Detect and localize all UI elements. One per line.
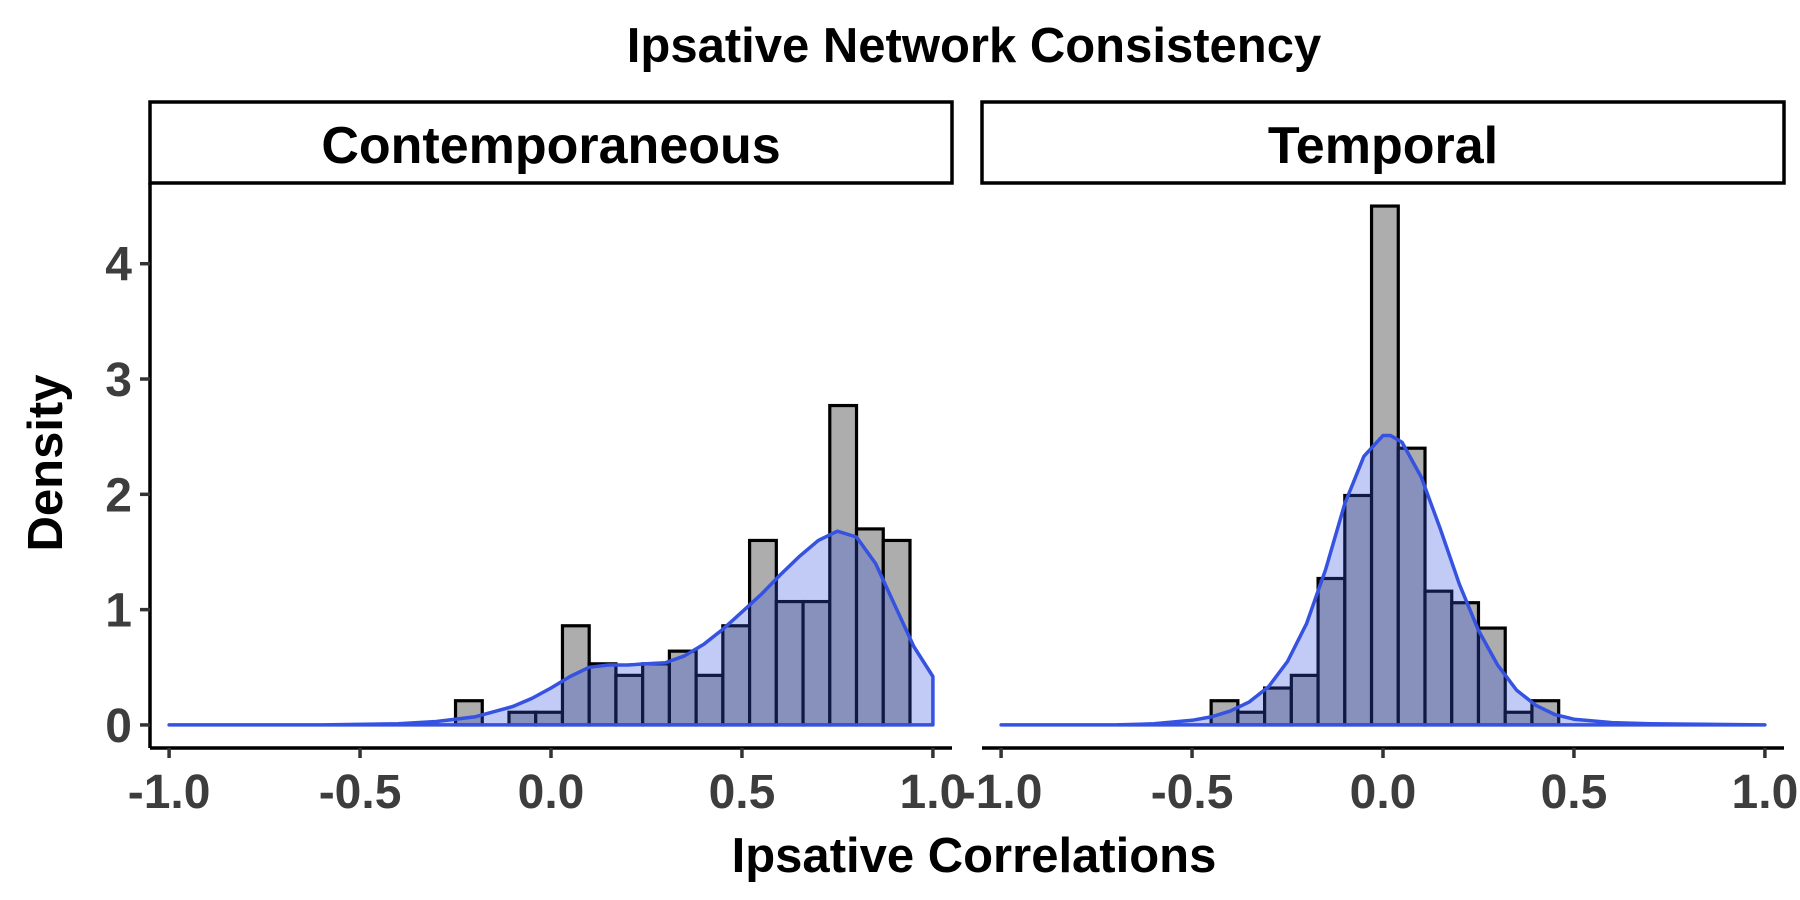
histogram-bar-0-12 [801, 599, 832, 727]
x-tick-label-1-3: 0.5 [1541, 766, 1608, 819]
x-tick-label-1-1: -0.5 [1151, 766, 1234, 819]
chart-title: Ipsative Network Consistency [627, 19, 1321, 73]
facet-panel-1: Temporal -1.0 -0.5 0.0 0.5 1.0 [960, 100, 1799, 819]
density-line-0 [167, 529, 935, 727]
x-tick-label-1-0: -1.0 [960, 766, 1043, 819]
x-tick-label-0-1: -0.5 [319, 766, 402, 819]
y-axis-title: Density [19, 374, 73, 551]
panels-layer: Contemporaneous-1.0 -0.5 0.0 0.5 1.0Temporal… [105, 100, 1799, 819]
histogram-bar-1-6 [1369, 204, 1400, 727]
y-tick-label-3: 3 [105, 354, 132, 407]
x-tick-label-0-2: 0.0 [518, 766, 585, 819]
histogram-bar-1-4 [1316, 576, 1347, 727]
histogram-bar-1-7 [1396, 446, 1427, 727]
y-tick-label-1: 1 [105, 585, 132, 638]
histogram-bar-1-2 [1263, 686, 1293, 727]
density-line-1 [999, 433, 1767, 727]
y-tick-label-0: 0 [105, 700, 132, 753]
facet-strip-1 [980, 100, 1786, 185]
histogram-bar-0-10 [747, 538, 778, 727]
y-tick-label-2: 2 [105, 469, 132, 522]
density-area-1 [1001, 435, 1765, 725]
x-tick-label-1-4: 1.0 [1732, 766, 1799, 819]
facet-strip-0 [148, 100, 954, 185]
y-tick-label-4: 4 [105, 239, 132, 292]
histogram-bar-0-8 [694, 673, 725, 727]
histogram-bar-0-6 [641, 662, 671, 727]
facet-strip-label-0: Contemporaneous [321, 117, 780, 175]
histogram-bar-0-5 [614, 673, 645, 727]
x-tick-label-0-3: 0.5 [709, 766, 776, 819]
facet-panel-0: Contemporaneous -1.0 -0.5 0.0 0.5 1.0 [128, 100, 967, 819]
density-area-0 [169, 531, 933, 725]
x-tick-label-0-4: 1.0 [900, 766, 967, 819]
x-tick-label-1-2: 0.0 [1350, 766, 1417, 819]
histogram-bar-0-13 [828, 403, 859, 727]
x-tick-label-0-0: -1.0 [128, 766, 211, 819]
histogram-bar-0-14 [854, 527, 885, 727]
facet-strip-label-1: Temporal [1268, 117, 1498, 175]
x-axis-title: Ipsative Correlations [732, 829, 1217, 883]
y-axis: 0 1 2 3 4 [105, 183, 152, 753]
